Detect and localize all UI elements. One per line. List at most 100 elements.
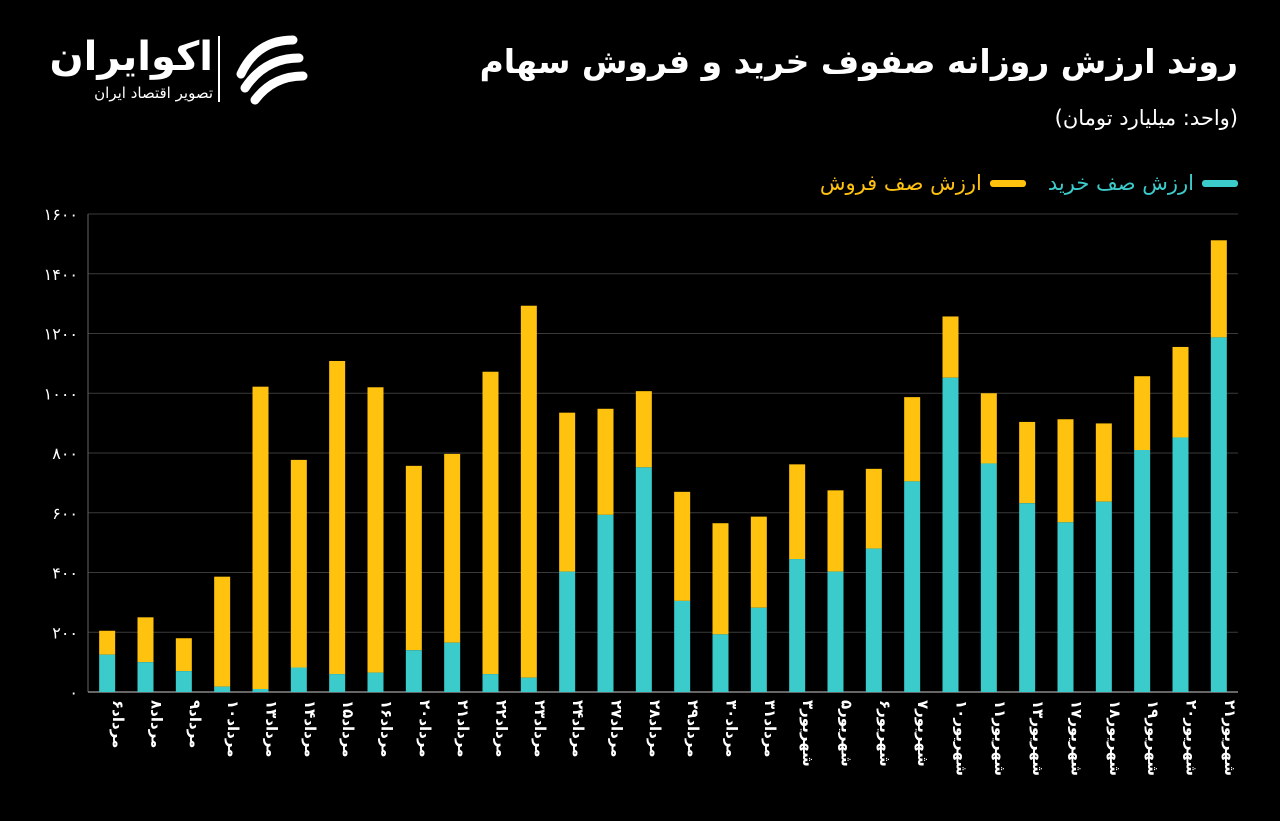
bar-sell — [827, 490, 844, 572]
bar-buy — [980, 463, 997, 692]
bar-sell — [942, 316, 959, 378]
x-tick-label: شهریور۷ — [914, 700, 932, 767]
logo-divider — [218, 36, 220, 102]
bar-buy — [827, 571, 844, 692]
bar-sell — [597, 408, 614, 515]
x-tick-label: مرداد۲۱ — [454, 700, 472, 757]
bar-buy — [367, 672, 384, 692]
bar-buy — [1095, 501, 1112, 692]
x-tick-label: شهریور۱۰ — [953, 700, 971, 776]
bar-buy — [329, 674, 346, 692]
bar-buy — [712, 634, 729, 692]
x-tick-label: مرداد۲۲ — [493, 700, 511, 757]
bar-buy — [175, 671, 192, 692]
x-tick-label: مرداد۹ — [186, 700, 204, 748]
legend-item-buy: ارزش صف خرید — [1048, 171, 1238, 195]
y-tick-label: ۴۰۰ — [52, 564, 78, 583]
legend-label-sell: ارزش صف فروش — [819, 171, 982, 195]
x-tick-label: مرداد۳۱ — [761, 700, 779, 757]
x-tick-label: مرداد۲۳ — [531, 700, 549, 757]
bar-sell — [1134, 376, 1151, 451]
brand-logo: اکوایران تصویر اقتصاد ایران — [48, 30, 318, 110]
bar-buy — [942, 377, 959, 692]
bar-buy — [597, 514, 614, 692]
x-tick-label: شهریور۱۸ — [1106, 700, 1124, 776]
bar-sell — [252, 386, 269, 690]
bar-buy — [252, 689, 269, 692]
y-tick-label: ۶۰۰ — [52, 504, 78, 523]
x-tick-label: شهریور۳ — [799, 700, 817, 767]
x-tick-label: مرداد۱۶ — [378, 700, 396, 757]
brand-mark-icon — [236, 35, 308, 105]
bar-buy — [1019, 503, 1036, 692]
bar-sell — [367, 387, 384, 673]
x-tick-label: مرداد۳۰ — [723, 700, 741, 757]
x-tick-label: شهریور۱۹ — [1144, 700, 1162, 776]
bar-sell — [559, 412, 576, 572]
bar-buy — [520, 677, 537, 692]
y-tick-label: ۸۰۰ — [52, 444, 78, 463]
bar-buy — [1134, 450, 1151, 692]
x-tick-label: مرداد۸ — [148, 700, 166, 748]
bar-buy — [444, 642, 461, 692]
x-tick-label: مرداد۲۷ — [608, 700, 626, 757]
brand-name: اکوایران — [49, 34, 213, 80]
bar-sell — [329, 360, 346, 675]
bar-sell — [674, 491, 691, 601]
brand-tagline: تصویر اقتصاد ایران — [94, 84, 213, 102]
legend-label-buy: ارزش صف خرید — [1047, 171, 1194, 195]
bar-buy — [99, 654, 116, 692]
bar-sell — [520, 305, 537, 678]
legend-swatch-buy — [1202, 179, 1238, 187]
bar-sell — [1210, 240, 1227, 338]
x-tick-label: مرداد۱۳ — [263, 700, 281, 757]
x-tick-label: مرداد۱۵ — [339, 700, 357, 757]
x-tick-label: مرداد۲۰ — [416, 700, 434, 757]
y-tick-label: ۰ — [69, 683, 78, 702]
bar-sell — [99, 630, 116, 655]
bar-buy — [1057, 522, 1074, 692]
x-tick-label: شهریور۱۳ — [1029, 700, 1047, 776]
bar-sell — [904, 397, 921, 482]
x-tick-label: مرداد۲۸ — [646, 700, 664, 757]
y-tick-label: ۱۰۰۰ — [44, 384, 78, 403]
bar-sell — [865, 468, 882, 549]
bar-buy — [904, 481, 921, 692]
bar-sell — [1019, 421, 1036, 504]
bar-sell — [980, 393, 997, 464]
bar-sell — [1172, 346, 1189, 438]
bar-sell — [175, 638, 192, 672]
bar-sell — [405, 465, 422, 651]
bar-sell — [635, 391, 652, 468]
x-tick-label: شهریور۱۷ — [1068, 700, 1086, 776]
x-tick-label: شهریور۲۱ — [1221, 700, 1239, 776]
x-tick-label: شهریور۲۰ — [1183, 700, 1201, 776]
bar-sell — [290, 459, 307, 668]
bar-sell — [712, 523, 729, 635]
x-tick-label: مرداد۱۰ — [224, 700, 242, 757]
x-tick-label: شهریور۵ — [838, 700, 856, 767]
x-tick-label: شهریور۶ — [876, 700, 894, 767]
bar-buy — [405, 650, 422, 692]
y-tick-label: ۲۰۰ — [52, 623, 78, 642]
bar-buy — [137, 662, 154, 692]
x-tick-label: مرداد۲۹ — [684, 700, 702, 757]
bar-sell — [444, 453, 461, 643]
bar-sell — [1095, 423, 1112, 502]
bar-buy — [482, 674, 499, 692]
x-tick-label: مرداد۶ — [109, 700, 127, 748]
bar-sell — [137, 617, 154, 663]
bar-buy — [635, 467, 652, 692]
bar-buy — [789, 559, 806, 692]
legend-item-sell: ارزش صف فروش — [820, 171, 1026, 195]
x-tick-label: مرداد۱۴ — [301, 700, 319, 757]
x-tick-label: شهریور۱۱ — [991, 700, 1009, 776]
bar-sell — [482, 371, 499, 675]
bar-sell — [750, 516, 767, 608]
bar-buy — [865, 548, 882, 692]
bar-buy — [750, 607, 767, 692]
y-tick-label: ۱۴۰۰ — [44, 265, 78, 284]
bar-buy — [290, 667, 307, 692]
bar-buy — [1210, 337, 1227, 692]
